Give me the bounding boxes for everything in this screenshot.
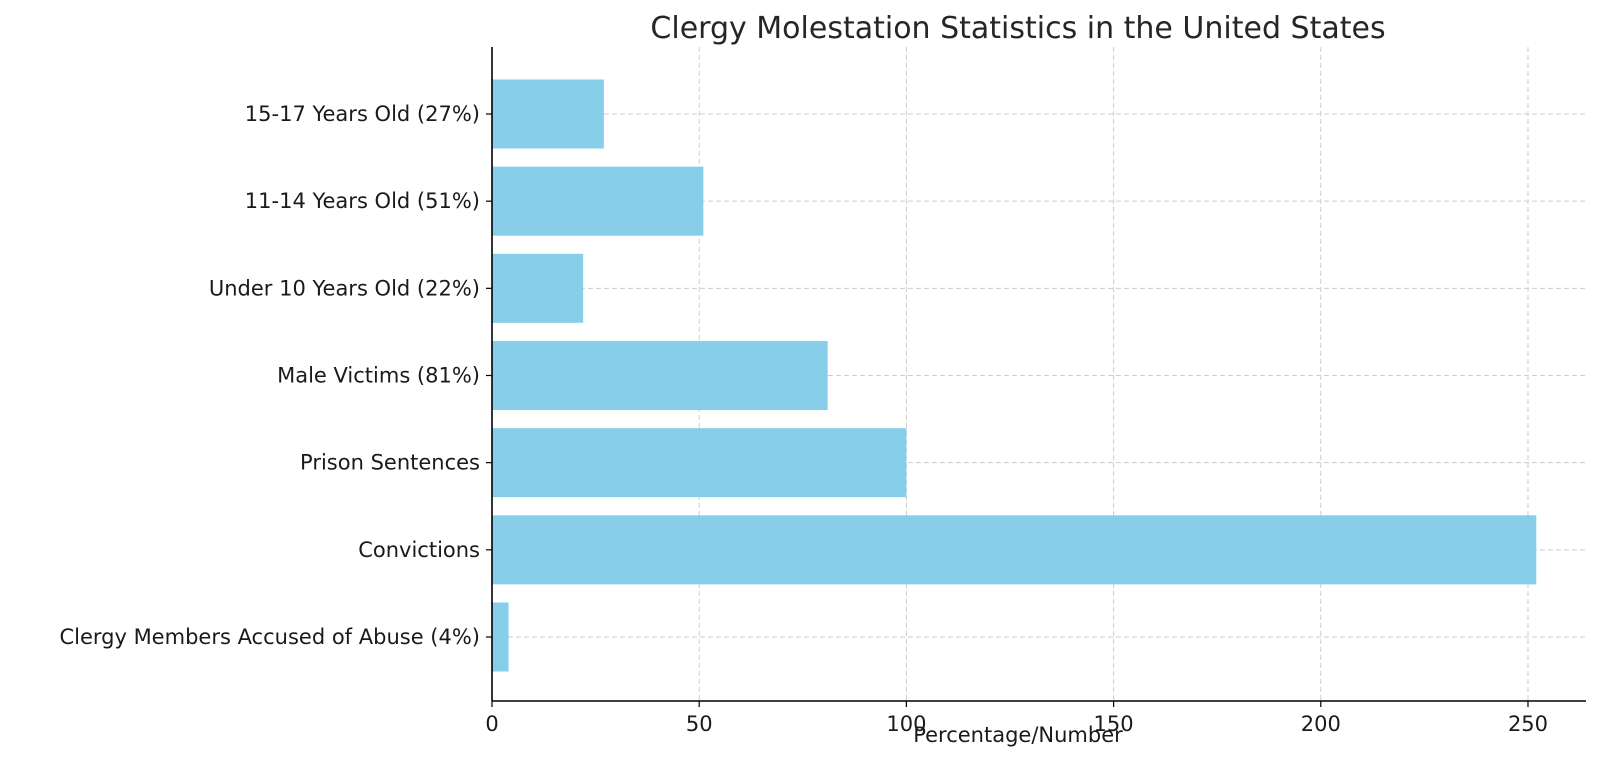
y-tick-label: Clergy Members Accused of Abuse (4%) bbox=[59, 625, 480, 649]
bar bbox=[492, 341, 828, 410]
x-tick-label: 0 bbox=[485, 712, 498, 736]
bar bbox=[492, 253, 584, 323]
axes: 0 50 100 150 200 250 Clergy Members Accused of… bbox=[59, 47, 1586, 736]
bar bbox=[492, 79, 604, 149]
bar bbox=[492, 428, 907, 498]
y-tick-label: Male Victims (81%) bbox=[277, 364, 480, 388]
bar bbox=[492, 602, 509, 672]
bar bbox=[492, 515, 1537, 585]
x-tick-label: 200 bbox=[1301, 712, 1341, 736]
y-tick-label: 11-14 Years Old (51%) bbox=[245, 189, 480, 213]
y-tick-label: Convictions bbox=[358, 538, 480, 562]
bar bbox=[492, 166, 704, 236]
x-tick-label: 150 bbox=[1094, 712, 1134, 736]
x-axis-label: Percentage/Number bbox=[913, 723, 1123, 747]
y-tick-label: Prison Sentences bbox=[300, 451, 480, 475]
x-tick-label: 50 bbox=[686, 712, 713, 736]
x-tick-label: 250 bbox=[1508, 712, 1548, 736]
bars bbox=[492, 79, 1537, 672]
y-tick-label: 15-17 Years Old (27%) bbox=[245, 102, 480, 126]
x-tick-label: 100 bbox=[886, 712, 926, 736]
y-tick-label: Under 10 Years Old (22%) bbox=[209, 276, 480, 300]
chart-title: Clergy Molestation Statistics in the Uni… bbox=[650, 11, 1385, 46]
